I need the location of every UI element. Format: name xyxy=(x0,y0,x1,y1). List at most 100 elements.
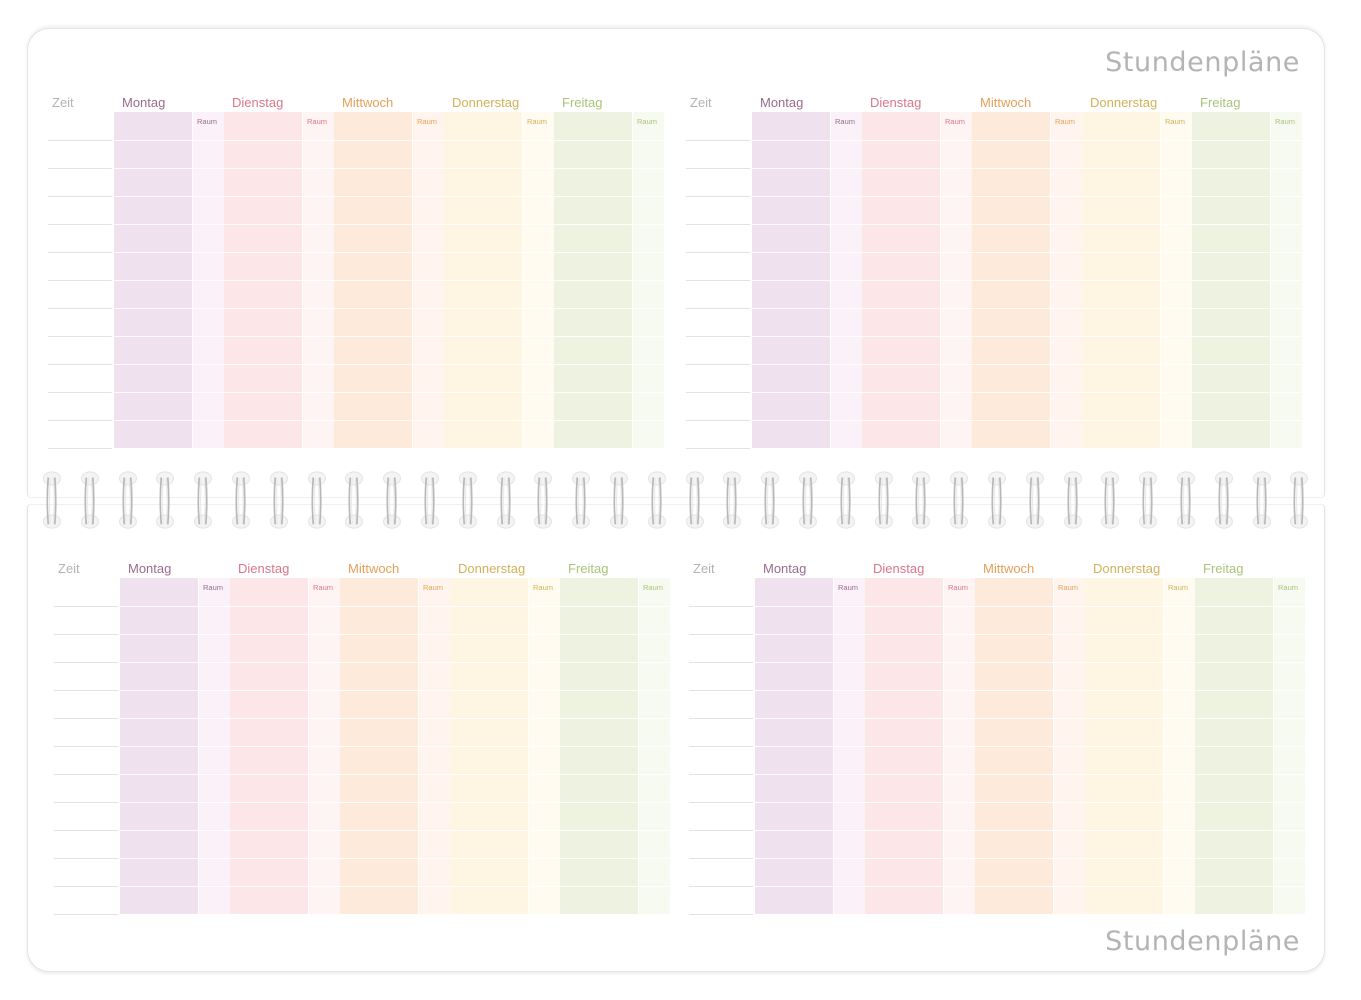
zeit-row-line xyxy=(54,830,118,831)
zeit-row-line xyxy=(689,606,753,607)
column-divider xyxy=(833,578,834,914)
zeit-row-line xyxy=(54,886,118,887)
row-line xyxy=(752,196,1302,197)
row-line xyxy=(120,914,670,915)
zeit-row-line xyxy=(686,252,750,253)
column-divider xyxy=(1163,578,1164,914)
spiral-ring xyxy=(723,471,742,529)
row-line xyxy=(755,830,1305,831)
zeit-row-line xyxy=(54,690,118,691)
row-line xyxy=(755,802,1305,803)
day-header-freitag: Freitag xyxy=(1203,561,1244,576)
day-header-freitag: Freitag xyxy=(562,95,603,110)
zeit-row-line xyxy=(48,168,112,169)
spiral-ring xyxy=(307,471,326,529)
spiral-ring xyxy=(269,471,288,529)
row-line xyxy=(114,448,664,449)
row-line xyxy=(755,746,1305,747)
zeit-row-line xyxy=(54,634,118,635)
day-header-donnerstag: Donnerstag xyxy=(458,561,526,576)
row-line xyxy=(120,830,670,831)
spiral-ring xyxy=(80,471,99,529)
column-divider xyxy=(302,112,303,448)
zeit-row-line xyxy=(686,196,750,197)
column-divider xyxy=(1160,112,1161,448)
day-header-dienstag: Dienstag xyxy=(870,95,922,110)
raum-label: Raum xyxy=(643,583,664,592)
zeit-row-line xyxy=(54,802,118,803)
spiral-ring xyxy=(1252,471,1271,529)
zeit-row-line xyxy=(689,802,753,803)
column-divider xyxy=(412,112,413,448)
zeit-row-line xyxy=(54,662,118,663)
day-header-mittwoch: Mittwoch xyxy=(980,95,1032,110)
zeit-row-line xyxy=(686,448,750,449)
zeit-row-line xyxy=(686,392,750,393)
day-header-montag: Montag xyxy=(760,95,804,110)
column-divider xyxy=(1270,112,1271,448)
day-header-donnerstag: Donnerstag xyxy=(452,95,520,110)
row-line xyxy=(752,448,1302,449)
spiral-ring xyxy=(1177,471,1195,529)
row-line xyxy=(755,886,1305,887)
spiral-ring xyxy=(761,471,780,529)
zeit-row-line xyxy=(48,448,112,449)
zeit-row-line xyxy=(54,774,118,775)
day-header-dienstag: Dienstag xyxy=(873,561,925,576)
row-line xyxy=(752,140,1302,141)
spiral-ring xyxy=(1063,471,1082,529)
row-line xyxy=(114,280,664,281)
row-line xyxy=(752,420,1302,421)
spiral-ring xyxy=(1139,471,1158,529)
row-line xyxy=(755,662,1305,663)
zeit-row-line xyxy=(48,308,112,309)
spiral-ring xyxy=(572,471,591,529)
raum-label: Raum xyxy=(307,117,328,126)
zeit-row-line xyxy=(48,224,112,225)
zeit-row-line xyxy=(686,140,750,141)
zeit-row-line xyxy=(48,196,112,197)
row-line xyxy=(752,224,1302,225)
row-line xyxy=(120,690,670,691)
row-line xyxy=(755,858,1305,859)
row-line xyxy=(120,718,670,719)
spiral-ring xyxy=(912,471,931,529)
day-header-dienstag: Dienstag xyxy=(232,95,284,110)
spiral-ring xyxy=(988,471,1006,529)
zeit-header: Zeit xyxy=(58,561,80,576)
zeit-row-line xyxy=(54,858,118,859)
zeit-row-line xyxy=(48,392,112,393)
zeit-row-line xyxy=(54,718,118,719)
day-header-montag: Montag xyxy=(122,95,166,110)
zeit-row-line xyxy=(686,420,750,421)
row-line xyxy=(114,168,664,169)
zeit-row-line xyxy=(54,606,118,607)
spiral-ring xyxy=(874,471,893,529)
zeit-row-line xyxy=(54,914,118,915)
spiral-ring xyxy=(421,471,439,529)
zeit-header: Zeit xyxy=(690,95,712,110)
zeit-row-line xyxy=(689,858,753,859)
row-line xyxy=(755,718,1305,719)
zeit-header: Zeit xyxy=(52,95,74,110)
row-line xyxy=(752,364,1302,365)
zeit-row-line xyxy=(686,280,750,281)
spiral-ring xyxy=(232,471,250,529)
zeit-row-line xyxy=(689,830,753,831)
zeit-row-line xyxy=(689,718,753,719)
row-line xyxy=(752,308,1302,309)
zeit-row-line xyxy=(48,280,112,281)
spiral-ring xyxy=(496,471,515,529)
row-line xyxy=(114,308,664,309)
spiral-ring xyxy=(458,471,477,529)
row-line xyxy=(752,280,1302,281)
row-line xyxy=(120,802,670,803)
day-header-montag: Montag xyxy=(128,561,172,576)
row-line xyxy=(752,336,1302,337)
spiral-ring xyxy=(383,471,402,529)
column-divider xyxy=(638,578,639,914)
column-divider xyxy=(528,578,529,914)
day-header-donnerstag: Donnerstag xyxy=(1093,561,1161,576)
day-header-mittwoch: Mittwoch xyxy=(348,561,400,576)
spiral-ring xyxy=(534,471,553,529)
